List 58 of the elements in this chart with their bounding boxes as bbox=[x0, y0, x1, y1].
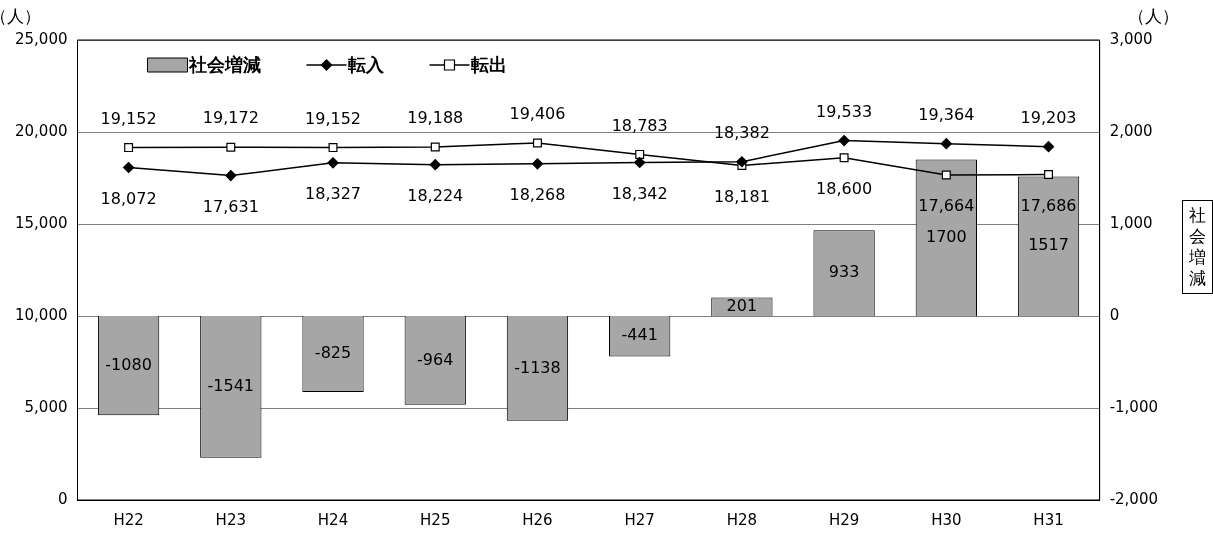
data-label: 19,172 bbox=[202, 108, 259, 128]
x-tick-label: H31 bbox=[1033, 510, 1064, 529]
y-tick-label: 10,000 bbox=[14, 305, 68, 324]
data-label: 19,533 bbox=[816, 101, 873, 121]
y-tick-label: 5,000 bbox=[24, 397, 68, 416]
data-label: -825 bbox=[314, 343, 352, 363]
data-label: 17,664 bbox=[918, 196, 975, 216]
y2-tick-label: 0 bbox=[1109, 305, 1120, 324]
y-tick-label: 0 bbox=[57, 489, 68, 508]
data-label: -964 bbox=[417, 349, 454, 369]
x-tick-label: H25 bbox=[420, 510, 451, 529]
data-label: 18,072 bbox=[100, 188, 157, 208]
data-label: 19,152 bbox=[100, 108, 157, 128]
x-tick-label: H30 bbox=[931, 510, 962, 529]
x-tick-label: H28 bbox=[726, 510, 758, 529]
y-tick-label: 20,000 bbox=[14, 121, 68, 140]
y2-tick-label: 3,000 bbox=[1109, 29, 1153, 48]
x-tick-label: H26 bbox=[522, 510, 553, 529]
x-tick-label: H23 bbox=[215, 510, 246, 529]
y2-tick-label: -1,000 bbox=[1109, 397, 1158, 416]
x-tick-label: H22 bbox=[113, 510, 144, 529]
data-label: 19,364 bbox=[918, 104, 975, 124]
y2-tick-label: 2,000 bbox=[1109, 121, 1153, 140]
data-label: 17,686 bbox=[1020, 195, 1077, 215]
data-label: 19,188 bbox=[407, 108, 464, 128]
data-label: 18,342 bbox=[611, 183, 668, 203]
data-label: -441 bbox=[621, 325, 658, 345]
y-tick-label: 15,000 bbox=[14, 213, 68, 232]
y2-tick-label: 1,000 bbox=[1109, 213, 1153, 232]
data-label: 18,783 bbox=[611, 115, 668, 135]
data-label: -1541 bbox=[207, 376, 255, 396]
legend-label: 転入 bbox=[348, 53, 386, 75]
text: （人） bbox=[0, 6, 41, 27]
data-label: 1700 bbox=[925, 226, 967, 246]
data-label: 18,224 bbox=[407, 185, 464, 205]
legend-label: 社会増減 bbox=[188, 53, 262, 75]
data-label: 18,382 bbox=[713, 122, 770, 142]
data-label: 18,600 bbox=[816, 178, 873, 198]
data-label: 19,152 bbox=[305, 108, 362, 128]
y2-axis-title: 社会増減 bbox=[1188, 205, 1207, 289]
data-label: 19,406 bbox=[509, 104, 566, 124]
text: （人） bbox=[1127, 6, 1179, 27]
data-label: -1138 bbox=[514, 357, 561, 377]
x-tick-label: H27 bbox=[624, 510, 655, 529]
data-label: 18,268 bbox=[509, 185, 566, 205]
data-label: 201 bbox=[726, 295, 758, 315]
data-label: 19,203 bbox=[1020, 107, 1077, 127]
data-label: 933 bbox=[828, 262, 860, 282]
x-tick-label: H24 bbox=[317, 510, 349, 529]
data-label: -1080 bbox=[105, 354, 152, 374]
data-label: 18,327 bbox=[305, 183, 362, 203]
data-label: 18,181 bbox=[713, 186, 770, 206]
y-tick-label: 25,000 bbox=[14, 29, 68, 48]
data-label: 17,631 bbox=[202, 196, 259, 216]
y2-tick-label: -2,000 bbox=[1109, 489, 1158, 508]
data-label: 1517 bbox=[1028, 235, 1069, 255]
x-tick-label: H29 bbox=[828, 510, 860, 529]
legend-label: 転出 bbox=[471, 53, 508, 75]
